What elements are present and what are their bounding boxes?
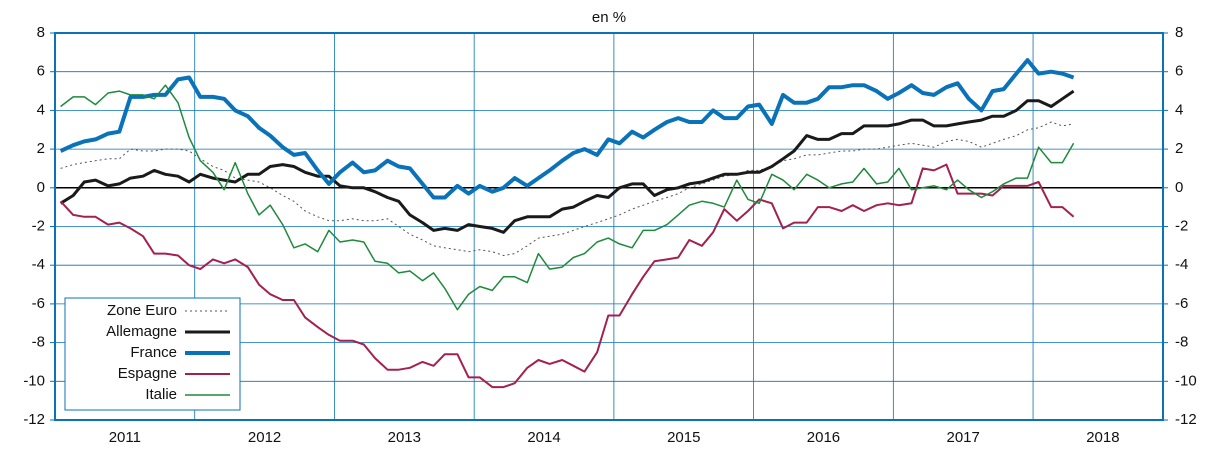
y2-tick-label: -8 (1175, 334, 1188, 351)
y-tick-label: -4 (32, 256, 45, 273)
legend-label: Italie (145, 386, 177, 403)
y2-tick-label: 0 (1175, 179, 1183, 196)
y-tick-label: -2 (32, 217, 45, 234)
series-line (59, 163, 1075, 389)
y-tick-label: -8 (32, 334, 45, 351)
y-tick-label: 4 (37, 101, 45, 118)
series-line (59, 58, 1075, 200)
x-tick-label: 2013 (388, 429, 421, 446)
y2-tick-label: 6 (1175, 63, 1183, 80)
y-tick-label: 0 (37, 179, 45, 196)
y2-tick-label: 2 (1175, 140, 1183, 157)
x-tick-label: 2016 (807, 429, 840, 446)
y2-tick-label: 8 (1175, 24, 1183, 41)
x-tick-label: 2017 (947, 429, 980, 446)
y-tick-label: 2 (37, 140, 45, 157)
legend-label: Zone Euro (107, 302, 177, 319)
y2-tick-label: -2 (1175, 217, 1188, 234)
plot-frame (54, 32, 1164, 421)
y2-tick-label: -4 (1175, 256, 1188, 273)
x-tick-label: 2015 (667, 429, 700, 446)
legend-label: Allemagne (106, 323, 177, 340)
y-tick-label: -10 (23, 372, 45, 389)
y2-tick-label: 4 (1175, 101, 1183, 118)
series-line (59, 89, 1075, 234)
series-line (60, 84, 1075, 311)
x-tick-label: 2018 (1086, 429, 1119, 446)
chart-subtitle: en % (592, 9, 626, 26)
y-tick-label: 6 (37, 63, 45, 80)
x-tick-label: 2011 (109, 429, 141, 446)
y2-tick-label: -10 (1175, 372, 1197, 389)
legend-label: France (130, 344, 177, 361)
legend: Zone Euro Allemagne France Espagne Italie (64, 297, 241, 411)
x-tick-label: 2014 (527, 429, 560, 446)
y-tick-label: -6 (32, 295, 45, 312)
y2-tick-label: -12 (1175, 411, 1197, 428)
x-tick-label: 2012 (248, 429, 281, 446)
y-tick-label: -12 (23, 411, 45, 428)
series-line (60, 121, 1074, 256)
legend-label: Espagne (118, 365, 177, 382)
y-tick-label: 8 (37, 24, 45, 41)
y2-tick-label: -6 (1175, 295, 1188, 312)
